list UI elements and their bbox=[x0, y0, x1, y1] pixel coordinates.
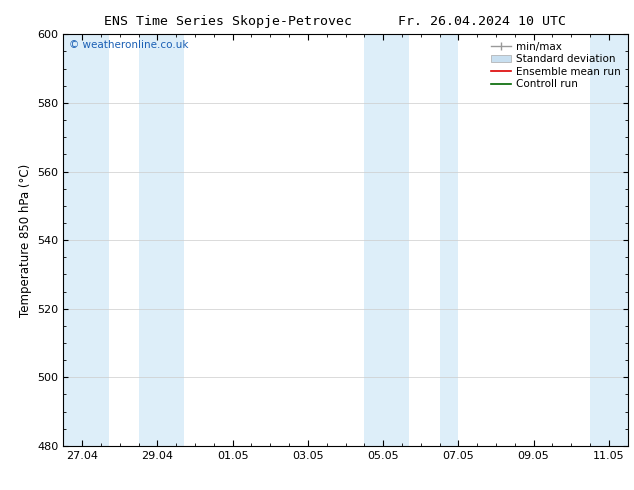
Text: Fr. 26.04.2024 10 UTC: Fr. 26.04.2024 10 UTC bbox=[398, 15, 566, 28]
Y-axis label: Temperature 850 hPa (°C): Temperature 850 hPa (°C) bbox=[19, 164, 32, 317]
Bar bbox=[63, 34, 108, 446]
Text: © weatheronline.co.uk: © weatheronline.co.uk bbox=[69, 41, 188, 50]
Bar bbox=[439, 34, 458, 446]
Text: ENS Time Series Skopje-Petrovec: ENS Time Series Skopje-Petrovec bbox=[104, 15, 353, 28]
Bar bbox=[365, 34, 410, 446]
Legend: min/max, Standard deviation, Ensemble mean run, Controll run: min/max, Standard deviation, Ensemble me… bbox=[489, 40, 623, 92]
Bar bbox=[139, 34, 184, 446]
Bar bbox=[590, 34, 628, 446]
